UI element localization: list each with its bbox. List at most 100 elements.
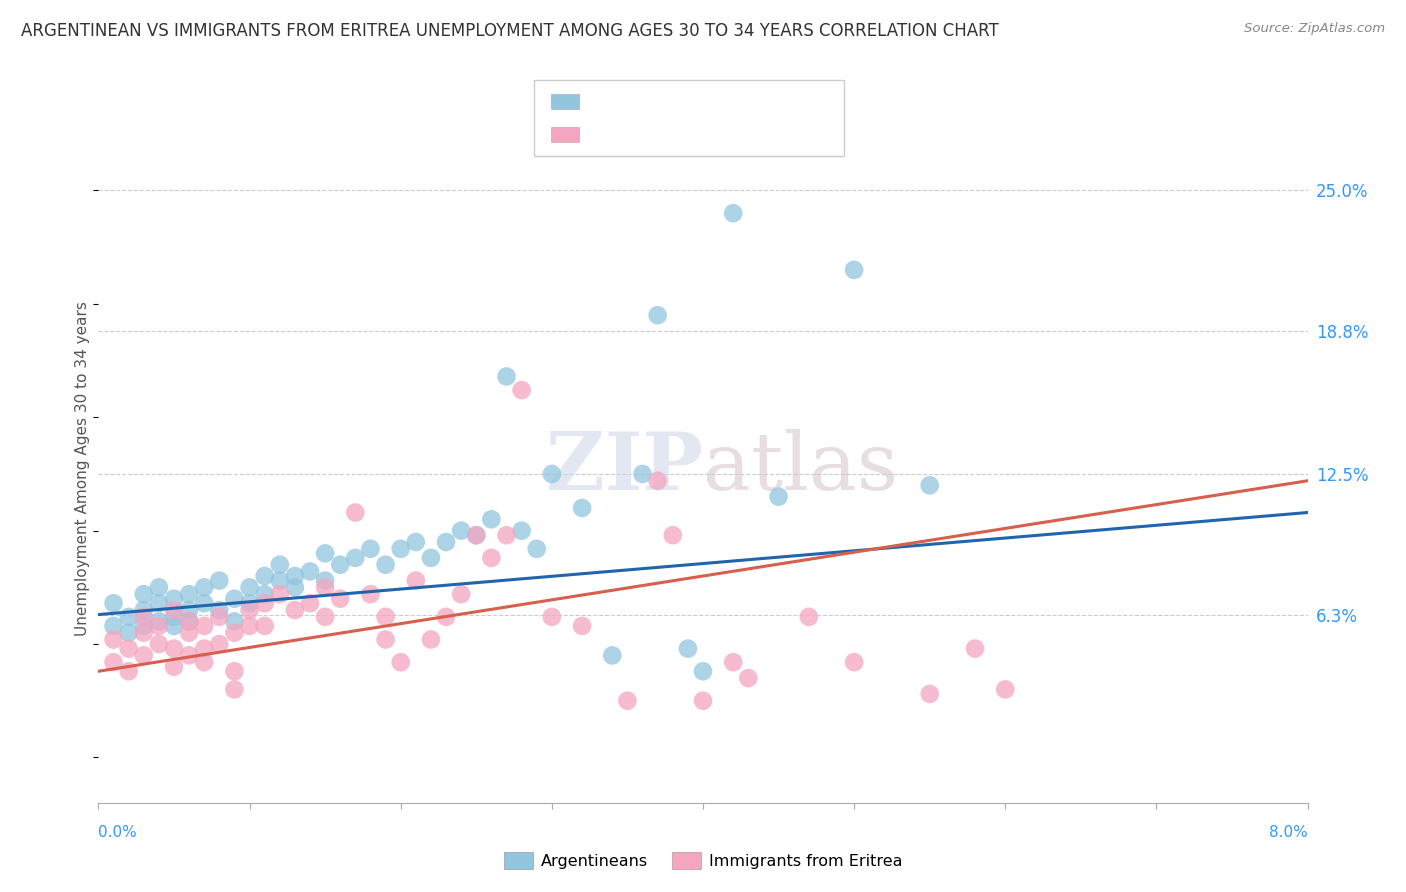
Text: 8.0%: 8.0% [1268, 825, 1308, 840]
Text: N =: N = [692, 87, 735, 103]
Point [571, 500, 593, 515]
Point [163, 641, 186, 656]
Point [269, 587, 291, 601]
Point [179, 615, 201, 629]
Point [389, 655, 412, 669]
Point [208, 603, 231, 617]
Point [179, 625, 201, 640]
Point [723, 206, 745, 220]
Point [239, 603, 262, 617]
Point [344, 506, 367, 520]
Point [844, 263, 866, 277]
Point [737, 671, 759, 685]
Point [193, 596, 215, 610]
Point [193, 619, 215, 633]
Point [299, 596, 322, 610]
Point [193, 580, 215, 594]
Point [163, 603, 186, 617]
Point [420, 632, 443, 647]
Point [329, 591, 352, 606]
Point [692, 694, 714, 708]
Point [360, 587, 382, 601]
Point [193, 641, 215, 656]
Point [179, 648, 201, 663]
Point [360, 541, 382, 556]
Text: 0.0%: 0.0% [98, 825, 138, 840]
Point [118, 610, 141, 624]
Point [163, 619, 186, 633]
Point [495, 369, 517, 384]
Point [253, 569, 276, 583]
Point [389, 541, 412, 556]
Text: 57: 57 [745, 87, 766, 103]
Point [918, 687, 941, 701]
Point [239, 619, 262, 633]
Point [314, 546, 336, 560]
Point [676, 641, 699, 656]
Point [434, 610, 457, 624]
Point [224, 682, 246, 697]
Point [434, 535, 457, 549]
Point [450, 524, 472, 538]
Point [918, 478, 941, 492]
Point [374, 610, 396, 624]
Point [148, 580, 170, 594]
Point [965, 641, 987, 656]
Point [420, 550, 443, 565]
Point [253, 587, 276, 601]
Y-axis label: Unemployment Among Ages 30 to 34 years: Unemployment Among Ages 30 to 34 years [75, 301, 90, 636]
Point [465, 528, 488, 542]
Point [616, 694, 638, 708]
Point [994, 682, 1017, 697]
Point [132, 625, 155, 640]
Point [239, 580, 262, 594]
Point [314, 610, 336, 624]
Point [541, 610, 564, 624]
Text: 0.291: 0.291 [633, 87, 681, 103]
Point [208, 574, 231, 588]
Point [208, 610, 231, 624]
Point [269, 574, 291, 588]
Point [132, 610, 155, 624]
Point [768, 490, 790, 504]
Point [269, 558, 291, 572]
Point [103, 619, 125, 633]
Point [344, 550, 367, 565]
Point [405, 574, 427, 588]
Point [314, 580, 336, 594]
Text: ZIP: ZIP [546, 429, 703, 508]
Point [224, 625, 246, 640]
Point [103, 632, 125, 647]
Text: R =: R = [591, 87, 624, 103]
Text: R =: R = [591, 120, 624, 136]
Point [647, 308, 669, 322]
Point [148, 619, 170, 633]
Point [148, 615, 170, 629]
Point [253, 596, 276, 610]
Point [299, 565, 322, 579]
Point [208, 637, 231, 651]
Text: ARGENTINEAN VS IMMIGRANTS FROM ERITREA UNEMPLOYMENT AMONG AGES 30 TO 34 YEARS CO: ARGENTINEAN VS IMMIGRANTS FROM ERITREA U… [21, 22, 998, 40]
Point [193, 655, 215, 669]
Point [692, 665, 714, 679]
Text: N =: N = [692, 120, 735, 136]
Point [132, 587, 155, 601]
Point [163, 659, 186, 673]
Point [374, 558, 396, 572]
Point [224, 591, 246, 606]
Point [148, 637, 170, 651]
Point [662, 528, 685, 542]
Point [510, 524, 533, 538]
Point [571, 619, 593, 633]
Point [179, 615, 201, 629]
Text: atlas: atlas [703, 429, 898, 508]
Point [118, 665, 141, 679]
Point [510, 383, 533, 397]
Point [163, 610, 186, 624]
Point [103, 596, 125, 610]
Point [118, 625, 141, 640]
Point [179, 603, 201, 617]
Text: 0.480: 0.480 [633, 120, 681, 136]
Point [284, 569, 307, 583]
Point [224, 665, 246, 679]
